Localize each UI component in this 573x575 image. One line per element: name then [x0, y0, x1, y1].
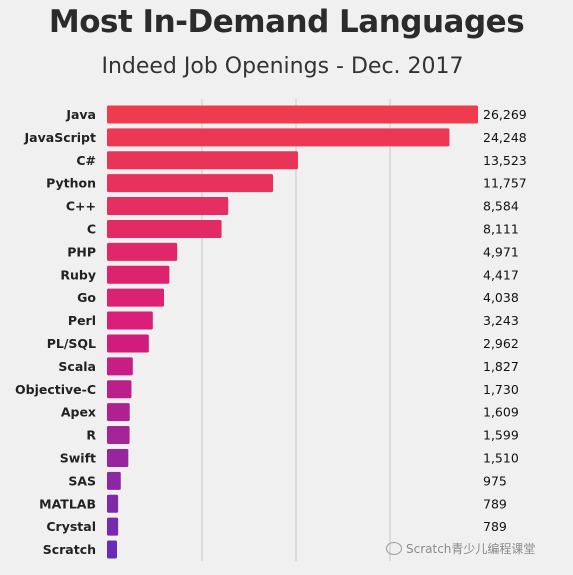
bar: [107, 403, 130, 422]
category-label: SAS: [68, 473, 96, 488]
watermark: Scratch青少儿编程课堂: [386, 540, 535, 557]
category-label: Objective-C: [15, 382, 96, 397]
category-label: PL/SQL: [47, 336, 96, 351]
category-label: C++: [66, 199, 96, 214]
bar: [107, 471, 121, 490]
bar: [107, 380, 132, 399]
bar: [107, 265, 170, 284]
value-label: 1,609: [483, 405, 519, 420]
value-label: 2,962: [483, 336, 519, 351]
category-label: C: [87, 221, 96, 236]
category-label: Crystal: [46, 519, 96, 534]
value-label: 1,730: [483, 382, 519, 397]
value-label: 1,827: [483, 359, 519, 374]
bar: [107, 288, 165, 307]
bar: [107, 426, 130, 445]
bar: [107, 311, 153, 330]
value-label: 1,510: [483, 450, 519, 465]
category-label: MATLAB: [39, 496, 96, 511]
bar: [107, 197, 229, 216]
chart-title: Most In-Demand Languages: [48, 4, 525, 40]
category-label: Swift: [60, 450, 96, 465]
bar: [107, 357, 133, 376]
bar: [107, 242, 178, 261]
category-label: Perl: [68, 313, 96, 328]
category-label: Apex: [61, 405, 96, 420]
value-label: 4,417: [483, 267, 519, 282]
bar: [107, 517, 119, 536]
bar: [107, 334, 149, 353]
value-label: 26,269: [483, 107, 527, 122]
category-label: Java: [65, 107, 96, 122]
bar: [107, 128, 450, 147]
bar: [107, 219, 222, 238]
value-label: 13,523: [483, 153, 527, 168]
bar: [107, 105, 478, 124]
wechat-icon: [386, 542, 402, 555]
chart-subtitle: Indeed Job Openings - Dec. 2017: [101, 54, 464, 79]
bar: [107, 540, 117, 559]
value-label: 789: [483, 496, 507, 511]
value-label: 789: [483, 519, 507, 534]
bar: [107, 448, 129, 467]
value-label: 3,243: [483, 313, 519, 328]
value-label: 24,248: [483, 130, 527, 145]
value-label: 8,584: [483, 199, 519, 214]
value-label: 975: [483, 473, 507, 488]
category-label: JavaScript: [24, 130, 96, 145]
category-label: R: [86, 428, 96, 443]
watermark-text: Scratch青少儿编程课堂: [406, 542, 536, 556]
value-label: 1,599: [483, 428, 519, 443]
value-label: 8,111: [483, 221, 519, 236]
value-label: 11,757: [483, 176, 527, 191]
category-label: Python: [46, 176, 96, 191]
category-label: Go: [77, 290, 96, 305]
category-label: Ruby: [60, 267, 96, 282]
category-label: C#: [76, 153, 96, 168]
category-label: PHP: [67, 244, 96, 259]
value-label: 4,038: [483, 290, 519, 305]
bar: [107, 151, 298, 170]
value-label: 4,971: [483, 244, 519, 259]
category-label: Scratch: [43, 542, 96, 557]
bar: [107, 174, 274, 193]
category-label: Scala: [58, 359, 96, 374]
bar: [107, 494, 119, 513]
